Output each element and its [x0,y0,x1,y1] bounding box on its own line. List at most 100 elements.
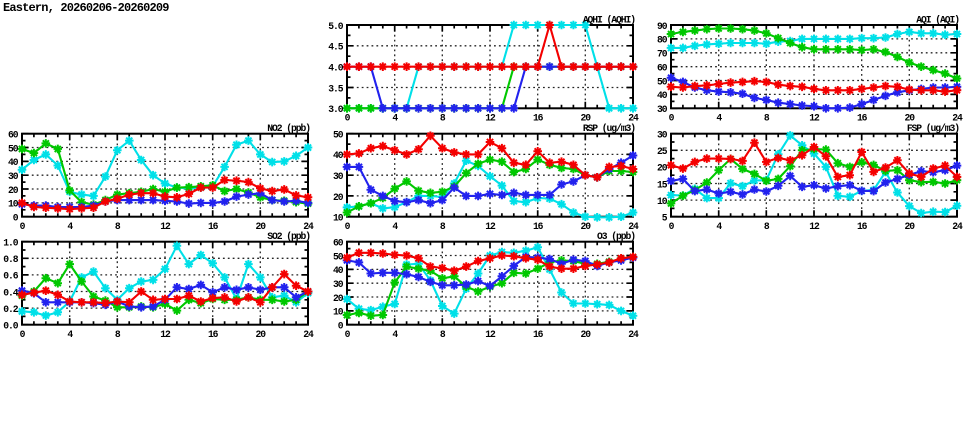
svg-text:40: 40 [333,150,344,161]
svg-text:4: 4 [67,221,73,232]
svg-text:20: 20 [581,221,592,232]
svg-text:20: 20 [905,221,916,232]
svg-text:8: 8 [440,329,446,340]
svg-text:AQI (AQI): AQI (AQI) [916,15,959,26]
svg-text:0: 0 [669,113,675,124]
svg-text:24: 24 [303,221,314,232]
svg-text:4: 4 [392,329,398,340]
svg-text:30: 30 [333,279,344,290]
svg-text:Eastern, 20260206-20260209: Eastern, 20260206-20260209 [3,1,169,15]
svg-text:20: 20 [256,329,267,340]
svg-text:1.0: 1.0 [3,238,18,249]
svg-text:90: 90 [657,21,668,32]
svg-text:16: 16 [208,329,219,340]
svg-text:24: 24 [952,113,963,124]
svg-text:30: 30 [333,171,344,182]
svg-text:5: 5 [662,213,668,224]
svg-text:30: 30 [8,171,19,182]
svg-text:30: 30 [657,130,668,141]
svg-text:0: 0 [345,113,351,124]
svg-text:40: 40 [8,157,19,168]
svg-text:24: 24 [628,113,639,124]
svg-text:4.5: 4.5 [328,42,343,53]
svg-text:0.8: 0.8 [3,254,18,265]
svg-text:4.0: 4.0 [328,63,343,74]
svg-text:0: 0 [345,221,351,232]
svg-text:0: 0 [20,329,26,340]
svg-text:70: 70 [657,49,668,60]
svg-text:20: 20 [8,185,19,196]
svg-text:0.0: 0.0 [3,321,18,332]
svg-text:16: 16 [208,221,219,232]
svg-text:20: 20 [256,221,267,232]
svg-text:O3 (ppb): O3 (ppb) [597,231,635,242]
svg-text:0: 0 [338,321,344,332]
svg-text:12: 12 [485,329,496,340]
svg-text:8: 8 [764,221,770,232]
svg-text:0.6: 0.6 [3,271,18,282]
svg-text:25: 25 [657,146,668,157]
svg-text:50: 50 [333,251,344,262]
svg-text:8: 8 [764,113,770,124]
svg-text:8: 8 [115,329,121,340]
svg-text:5.0: 5.0 [328,21,343,32]
svg-text:0.2: 0.2 [3,304,18,315]
svg-text:FSP (ug/m3): FSP (ug/m3) [907,123,959,134]
svg-text:10: 10 [333,213,344,224]
svg-text:16: 16 [857,113,868,124]
svg-text:SO2 (ppb): SO2 (ppb) [267,231,310,242]
svg-text:24: 24 [628,329,639,340]
svg-text:4: 4 [716,113,722,124]
svg-text:16: 16 [533,221,544,232]
svg-text:8: 8 [115,221,121,232]
svg-text:12: 12 [485,113,496,124]
svg-text:12: 12 [485,221,496,232]
svg-text:40: 40 [333,265,344,276]
svg-text:50: 50 [333,130,344,141]
svg-text:0: 0 [13,213,19,224]
svg-text:20: 20 [581,329,592,340]
svg-text:20: 20 [905,113,916,124]
svg-text:3.0: 3.0 [328,104,343,115]
svg-text:4: 4 [716,221,722,232]
svg-text:20: 20 [333,293,344,304]
svg-text:12: 12 [809,221,820,232]
svg-text:15: 15 [657,179,668,190]
svg-text:10: 10 [333,307,344,318]
svg-text:20: 20 [657,163,668,174]
svg-text:30: 30 [657,104,668,115]
svg-text:8: 8 [440,221,446,232]
svg-text:4: 4 [67,329,73,340]
svg-text:16: 16 [857,221,868,232]
svg-text:8: 8 [440,113,446,124]
svg-text:50: 50 [657,76,668,87]
svg-text:24: 24 [952,221,963,232]
svg-text:4: 4 [392,113,398,124]
svg-text:0: 0 [20,221,26,232]
svg-text:12: 12 [809,113,820,124]
svg-text:60: 60 [333,238,344,249]
svg-text:24: 24 [628,221,639,232]
svg-text:16: 16 [533,329,544,340]
svg-text:4: 4 [392,221,398,232]
svg-text:80: 80 [657,35,668,46]
svg-text:20: 20 [333,192,344,203]
svg-text:60: 60 [657,63,668,74]
svg-text:0: 0 [669,221,675,232]
svg-text:12: 12 [160,329,171,340]
svg-text:0: 0 [345,329,351,340]
svg-text:RSP (ug/m3): RSP (ug/m3) [583,123,635,134]
svg-text:12: 12 [160,221,171,232]
svg-text:16: 16 [533,113,544,124]
svg-text:50: 50 [8,143,19,154]
svg-text:3.5: 3.5 [328,83,343,94]
svg-text:AQHI (AQHI): AQHI (AQHI) [583,15,635,26]
svg-text:NO2 (ppb): NO2 (ppb) [267,123,310,134]
svg-text:0.4: 0.4 [3,287,18,298]
svg-text:60: 60 [8,130,19,141]
svg-text:24: 24 [303,329,314,340]
svg-text:40: 40 [657,90,668,101]
svg-text:10: 10 [657,196,668,207]
svg-text:20: 20 [581,113,592,124]
svg-text:10: 10 [8,199,19,210]
